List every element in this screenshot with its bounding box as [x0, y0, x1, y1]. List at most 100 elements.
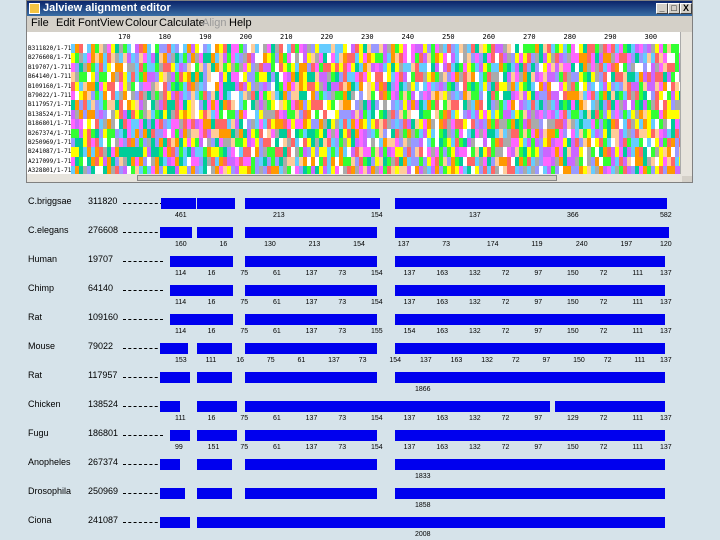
sequence-name[interactable]: B138524/1-711 — [28, 110, 71, 118]
gene-length: 138524 — [88, 399, 119, 409]
horizontal-scrollbar[interactable] — [27, 174, 682, 182]
intron-size-label: 75 — [240, 328, 249, 335]
title-bar[interactable]: Jalview alignment editor _ □ X — [27, 1, 692, 16]
window-title: Jalview alignment editor — [43, 2, 171, 14]
sequence-name[interactable]: B241087/1-711 — [28, 148, 71, 156]
minimize-button[interactable]: _ — [656, 3, 668, 14]
sequence-name[interactable]: B267374/1-711 — [28, 129, 71, 137]
intron-line — [123, 435, 163, 436]
menu-edit[interactable]: Edit — [56, 17, 75, 29]
intron-size-label: 154 — [371, 415, 383, 422]
sequence-row[interactable] — [71, 91, 682, 101]
sequence-row[interactable] — [71, 166, 682, 176]
exon-block — [245, 256, 377, 267]
gene-length: 250969 — [88, 486, 119, 496]
sequence-row[interactable] — [71, 147, 682, 158]
sequence-row[interactable] — [71, 100, 682, 111]
intron-size-label: 1866 — [415, 386, 431, 393]
intron-size-label: 132 — [469, 299, 481, 306]
exon-block — [663, 198, 667, 209]
intron-line — [123, 290, 163, 291]
sequence-name[interactable]: B64140/1-711 — [28, 73, 71, 81]
menu-colour[interactable]: Colour — [125, 17, 158, 29]
intron-size-label: 155 — [371, 328, 383, 335]
intron-size-label: 163 — [436, 328, 449, 335]
sequence-name[interactable]: B109160/1-711 — [28, 82, 71, 90]
maximize-button[interactable]: □ — [668, 3, 680, 14]
exon-block — [395, 430, 665, 441]
exon-block — [170, 430, 190, 441]
menu-file[interactable]: File — [31, 17, 49, 29]
menu-font[interactable]: Font — [78, 17, 101, 29]
intron-size-label: 61 — [273, 328, 281, 335]
sequence-row[interactable] — [71, 81, 682, 92]
sequence-row[interactable] — [71, 53, 682, 64]
intron-size-label: 16 — [207, 415, 216, 422]
sequence-name[interactable]: B311820/1-711 — [28, 45, 71, 52]
species-label: Human — [28, 254, 58, 264]
intron-line — [123, 406, 163, 407]
sequence-row[interactable] — [71, 119, 682, 130]
ruler-tick: 210 — [280, 33, 293, 41]
exon-block — [395, 256, 665, 267]
intron-size-label: 213 — [308, 241, 321, 248]
exon-block — [170, 314, 200, 325]
intron-size-label: 150 — [567, 444, 579, 451]
species-label: Drosophila — [28, 486, 72, 496]
species-label: Ciona — [28, 515, 52, 525]
exon-block — [245, 372, 377, 383]
intron-size-label: 154 — [371, 270, 383, 277]
menu-align[interactable]: Align — [202, 17, 227, 29]
ruler-tick: 200 — [239, 33, 253, 41]
gene-length: 241087 — [88, 515, 119, 525]
sequence-row[interactable] — [71, 109, 682, 120]
exon-block — [395, 227, 669, 238]
intron-size-label: 99 — [175, 444, 183, 451]
intron-size-label: 72 — [501, 415, 510, 422]
close-button[interactable]: X — [680, 3, 692, 14]
sequence-name[interactable]: A328801/1-711 — [28, 167, 71, 175]
sequence-row[interactable] — [71, 44, 682, 54]
vertical-scrollbar[interactable] — [680, 32, 692, 176]
intron-size-label: 137 — [403, 299, 416, 306]
sequence-name[interactable]: B276608/1-711 — [28, 54, 71, 62]
intron-size-label: 137 — [397, 241, 410, 248]
intron-size-label: 61 — [273, 299, 281, 306]
intron-size-label: 114 — [175, 299, 187, 306]
intron-size-label: 137 — [469, 212, 481, 219]
exon-block — [245, 401, 550, 412]
sequence-name[interactable]: B250969/1-711 — [28, 139, 71, 146]
intron-size-label: 72 — [599, 328, 608, 335]
menu-calculate[interactable]: Calculate — [159, 17, 205, 29]
ruler-tick: 170 — [118, 33, 131, 41]
menu-view[interactable]: View — [100, 17, 124, 29]
intron-line — [123, 522, 163, 523]
sequence-name[interactable]: B186801/1-711 — [28, 120, 71, 128]
intron-size-label: 240 — [575, 241, 588, 248]
sequence-row[interactable] — [71, 72, 682, 83]
sequence-name[interactable]: B19707/1-711 — [28, 63, 71, 71]
intron-line — [123, 232, 163, 233]
sequence-row[interactable] — [71, 128, 682, 139]
intron-size-label: 129 — [567, 415, 579, 422]
intron-size-label: 137 — [305, 299, 318, 306]
intron-size-label: 132 — [481, 357, 493, 364]
ruler-tick: 230 — [361, 33, 374, 41]
intron-size-label: 150 — [567, 270, 579, 277]
intron-size-label: 163 — [450, 357, 463, 364]
intron-size-label: 73 — [338, 444, 347, 451]
species-label: Rat — [28, 370, 43, 380]
sequence-name[interactable]: B117957/1-711 — [28, 101, 71, 109]
alignment-panel[interactable]: B311820/1-711 B276608/1-711 B19707/1-711 B6… — [27, 44, 682, 176]
sequence-name[interactable]: A217099/1-711 — [28, 157, 71, 165]
intron-size-label: 132 — [469, 444, 481, 451]
intron-size-label: 137 — [403, 415, 416, 422]
sequence-row[interactable] — [71, 138, 682, 148]
menu-help[interactable]: Help — [229, 17, 252, 29]
intron-size-label: 119 — [531, 241, 543, 248]
scrollbar-thumb[interactable] — [137, 175, 557, 181]
species-label: Rat — [28, 312, 43, 322]
intron-size-label: 137 — [420, 357, 432, 364]
sequence-row[interactable] — [71, 62, 682, 73]
sequence-name[interactable]: B79022/1-711 — [28, 92, 71, 99]
